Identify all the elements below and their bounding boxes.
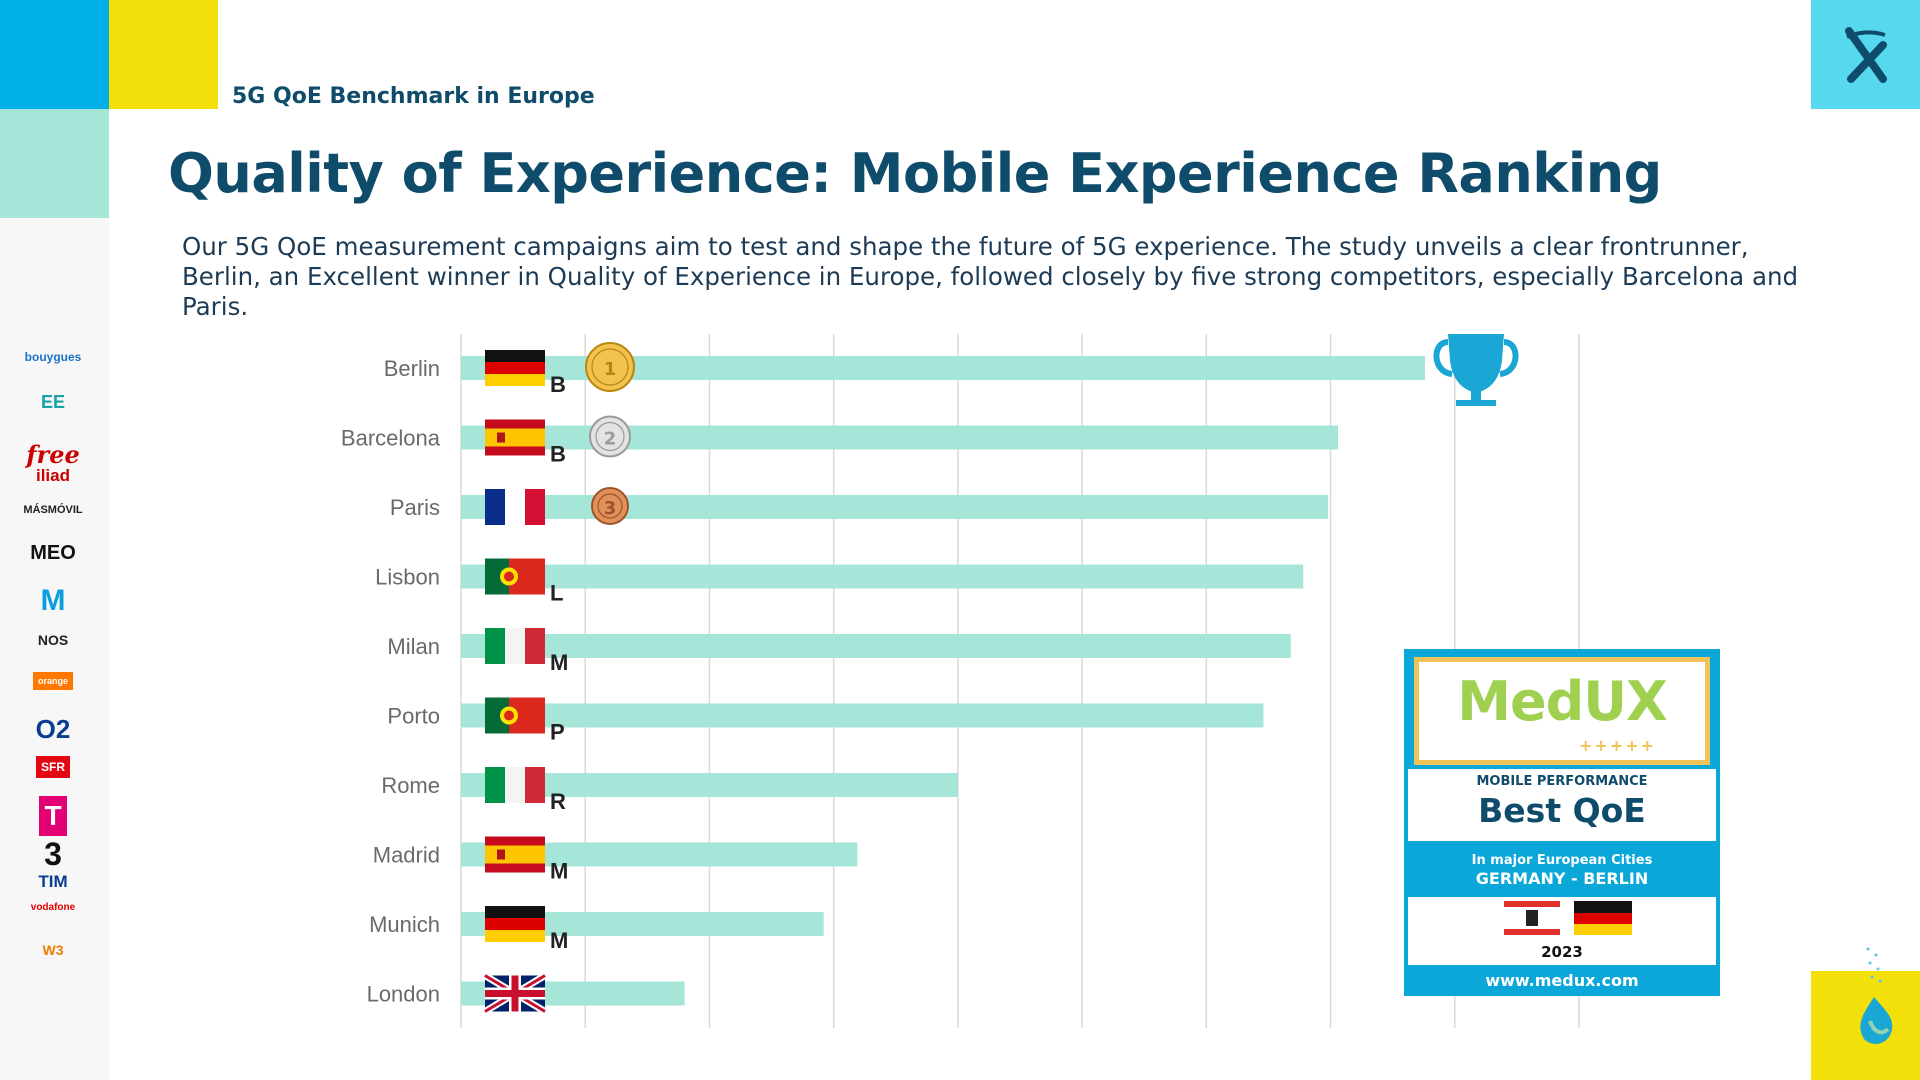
city-label: Barcelona <box>341 426 441 451</box>
row-initial: B <box>550 442 566 467</box>
row-initial: M <box>550 928 568 953</box>
badge-award: Best QoE <box>1478 791 1646 830</box>
badge-brand: MedUX <box>1457 670 1668 733</box>
badge-logo-frame: MedUX +++++ <box>1414 657 1710 765</box>
row-initial: M <box>550 859 568 884</box>
chart-medals: 1 2 3 <box>585 342 635 525</box>
droplet-logo-icon <box>1860 947 1893 1044</box>
germany-flag-icon <box>485 906 545 942</box>
operator-logo-vodafone: vodafone <box>30 902 76 913</box>
operator-logo-iliad: iliad <box>35 466 70 485</box>
medal-rank: 1 <box>604 359 617 380</box>
operator-logo-three: 3 <box>44 836 62 872</box>
badge-category: MOBILE PERFORMANCE <box>1476 774 1648 789</box>
spain-flag-icon <box>485 419 545 456</box>
operator-logo-windtre: W3 <box>42 942 64 958</box>
operator-logo-masmovil: MÁSMÓVIL <box>23 504 83 516</box>
chart-bars <box>461 356 1425 1006</box>
operator-logo-orange: orange <box>0 672 106 690</box>
city-label: Rome <box>381 773 440 798</box>
bar-milan <box>461 634 1291 658</box>
city-label: Porto <box>387 704 440 729</box>
city-label: Lisbon <box>375 565 440 590</box>
x-logo-icon <box>1844 26 1887 83</box>
italy-flag-icon <box>485 628 545 664</box>
chart-city-labels: Berlin B Barcelona B Paris Lisbon L Milan M Porto… <box>341 356 568 1007</box>
operator-logo-bouygues: bouygues <box>24 350 82 364</box>
operator-sidebar <box>0 218 109 1080</box>
corner-block-yellow <box>109 0 218 109</box>
medal-gold-icon: 1 <box>585 342 635 392</box>
city-label: London <box>367 982 440 1007</box>
badge-plus-rating: +++++ <box>1579 736 1657 755</box>
city-label: Berlin <box>384 356 440 381</box>
medal-rank: 2 <box>604 429 617 450</box>
row-initial: M <box>550 650 568 675</box>
chart-flags <box>483 350 547 1015</box>
brand-logo-block <box>1811 0 1920 109</box>
medal-rank: 3 <box>604 498 617 519</box>
bar-lisbon <box>461 564 1304 589</box>
berlin-flag-icon <box>1504 901 1560 935</box>
france-flag-icon <box>485 489 545 525</box>
operator-logo-meo: MEO <box>30 542 76 564</box>
row-initial: R <box>550 789 566 814</box>
germany-flag-icon <box>485 350 545 386</box>
bar-porto <box>461 703 1264 728</box>
badge-scope: In major European Cities <box>1471 853 1653 868</box>
row-initial: L <box>550 581 563 606</box>
italy-flag-icon <box>485 767 545 803</box>
corner-block-mint <box>0 109 109 218</box>
city-label: Madrid <box>373 843 440 868</box>
medal-bronze-icon: 3 <box>591 487 629 525</box>
operator-logo-o2: O2 <box>35 714 71 744</box>
uk-flag-icon <box>483 972 547 1015</box>
operator-logo-tim: TIM <box>38 872 68 891</box>
spain-flag-icon <box>485 836 545 873</box>
city-label: Paris <box>390 495 440 520</box>
row-initial: B <box>550 372 566 397</box>
badge-flags <box>1504 901 1632 935</box>
corner-block-cyan <box>0 0 109 109</box>
medux-award-badge: MedUX +++++ MOBILE PERFORMANCE Best QoE … <box>1404 649 1720 996</box>
city-label: Munich <box>369 912 440 937</box>
operator-logo-sfr: SFR <box>0 756 106 778</box>
portugal-flag-icon <box>485 558 545 595</box>
page-subtitle: 5G QoE Benchmark in Europe <box>232 84 595 109</box>
germany-flag-icon <box>1574 901 1632 935</box>
operator-logo-nos: NOS <box>37 632 69 648</box>
page-description: Our 5G QoE measurement campaigns aim to … <box>182 232 1799 321</box>
trophy-icon <box>1433 334 1519 406</box>
operator-logo-ee: EE <box>40 392 65 412</box>
badge-url: www.medux.com <box>1485 971 1639 990</box>
operator-logo-movistar: M <box>40 584 66 617</box>
page-title: Quality of Experience: Mobile Experience… <box>168 142 1662 205</box>
operator-logo-telekom: T <box>0 796 106 836</box>
badge-location: GERMANY - BERLIN <box>1475 869 1649 888</box>
medal-silver-icon: 2 <box>589 415 631 458</box>
row-initial: P <box>550 720 565 745</box>
badge-year: 2023 <box>1541 943 1583 961</box>
city-label: Milan <box>387 634 440 659</box>
portugal-flag-icon <box>485 697 545 734</box>
operator-logo-free: free <box>26 440 80 469</box>
